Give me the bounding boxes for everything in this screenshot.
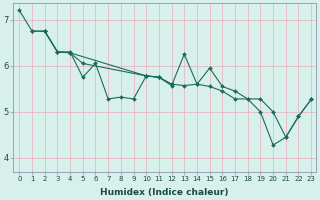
- X-axis label: Humidex (Indice chaleur): Humidex (Indice chaleur): [100, 188, 229, 197]
